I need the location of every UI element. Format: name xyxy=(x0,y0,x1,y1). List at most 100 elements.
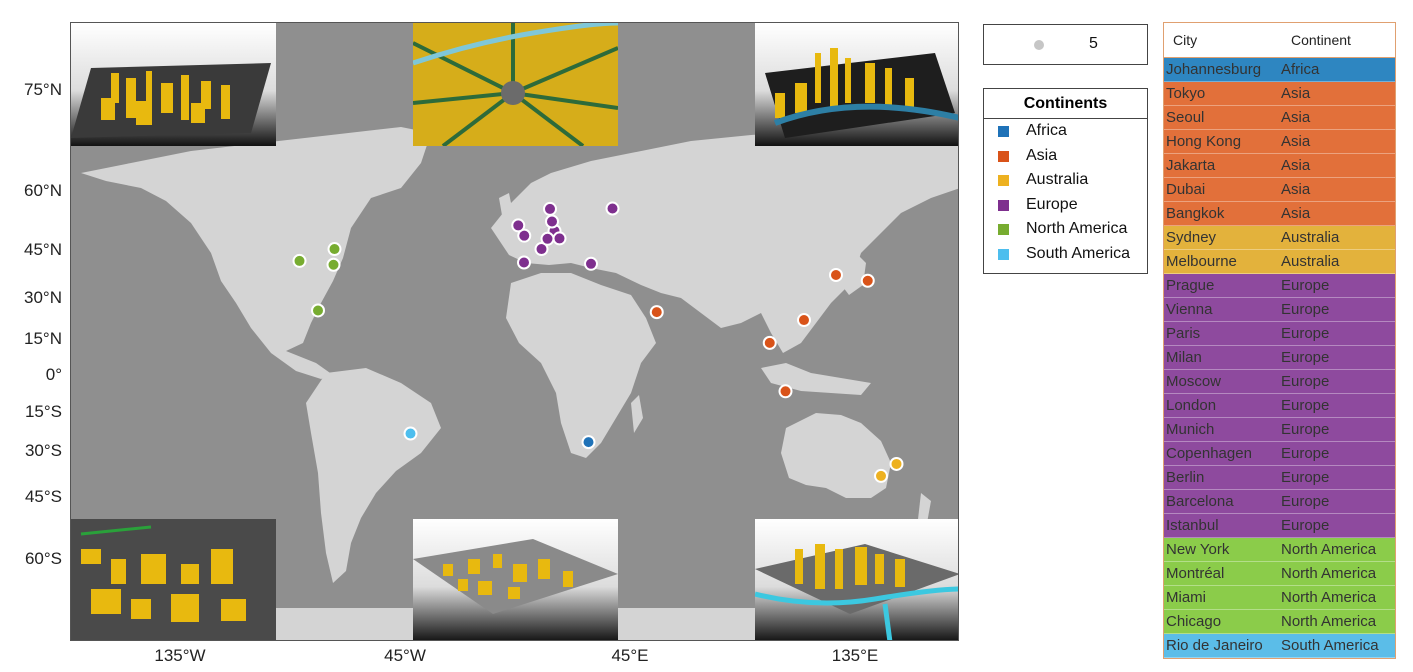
table-row: Prague Europe xyxy=(1164,274,1395,298)
table-row: Chicago North America xyxy=(1164,610,1395,634)
cell-city: Barcelona xyxy=(1166,493,1234,510)
building-render-top-center xyxy=(413,23,618,146)
cell-continent: Europe xyxy=(1281,421,1330,438)
lon-tick-label: 45°W xyxy=(384,646,426,665)
table-row: Bangkok Asia xyxy=(1164,202,1395,226)
lat-tick-label: 15°N xyxy=(24,329,62,348)
legend-label: Europe xyxy=(1026,195,1078,213)
table-row: Vienna Europe xyxy=(1164,298,1395,322)
city-marker xyxy=(829,268,843,282)
cell-continent: Asia xyxy=(1281,157,1311,174)
table-row: Paris Europe xyxy=(1164,322,1395,346)
table-row: London Europe xyxy=(1164,394,1395,418)
cell-continent: Australia xyxy=(1281,253,1340,270)
cell-continent: North America xyxy=(1281,589,1377,606)
table-row: Miami North America xyxy=(1164,586,1395,610)
cell-city: Jakarta xyxy=(1166,157,1216,174)
city-3d-inset-bottom-left xyxy=(71,519,276,640)
cell-city: New York xyxy=(1166,541,1230,558)
cell-city: Johannesburg xyxy=(1166,61,1262,78)
city-continent-table: City Continent Johannesburg Africa Tokyo As… xyxy=(1163,22,1396,659)
building-render-bottom-center xyxy=(413,539,618,614)
cell-continent: North America xyxy=(1281,541,1377,558)
table-row: Munich Europe xyxy=(1164,418,1395,442)
cell-continent: Europe xyxy=(1281,325,1330,342)
header-continent: Continent xyxy=(1291,32,1351,48)
legend-swatch xyxy=(998,199,1009,211)
legend-item: South America xyxy=(984,242,1147,267)
city-marker xyxy=(778,384,793,399)
legend-swatch xyxy=(998,248,1009,260)
size-legend-dot xyxy=(1034,40,1044,50)
marker-size-legend: 5 xyxy=(983,24,1148,65)
city-marker xyxy=(517,255,531,270)
cell-city: Bangkok xyxy=(1166,205,1225,222)
cell-city: Vienna xyxy=(1166,301,1213,318)
city-marker xyxy=(403,426,418,441)
lat-tick-label: 45°S xyxy=(24,487,62,506)
cell-continent: Africa xyxy=(1281,61,1320,78)
lat-tick-label: 0° xyxy=(45,365,62,384)
cell-city: Montréal xyxy=(1166,565,1225,582)
city-marker xyxy=(762,335,777,350)
city-3d-inset-bottom-right xyxy=(755,519,958,640)
legend-item: Australia xyxy=(984,168,1147,193)
lon-tick-label: 135°E xyxy=(831,646,879,665)
city-marker xyxy=(581,435,596,450)
madagascar-landmass xyxy=(631,395,643,433)
table-row: Melbourne Australia xyxy=(1164,250,1395,274)
building-render-top-left xyxy=(71,63,271,138)
table-row: Hong Kong Asia xyxy=(1164,130,1395,154)
north-america-landmass xyxy=(81,127,431,379)
table-row: Dubai Asia xyxy=(1164,178,1395,202)
city-3d-inset-top-right xyxy=(755,23,958,146)
cell-continent: Australia xyxy=(1281,229,1340,246)
legend-label: North America xyxy=(1026,220,1128,238)
cell-continent: Asia xyxy=(1281,205,1311,222)
legend-item: Africa xyxy=(984,119,1147,144)
cell-continent: Europe xyxy=(1281,373,1330,390)
legend-swatch xyxy=(998,224,1009,236)
legend-label: South America xyxy=(1026,244,1131,262)
africa-landmass xyxy=(506,273,656,458)
cell-city: Tokyo xyxy=(1166,85,1206,102)
city-marker xyxy=(797,313,811,328)
legend-swatch xyxy=(998,126,1009,137)
cell-city: Moscow xyxy=(1166,373,1222,390)
table-row: Seoul Asia xyxy=(1164,106,1395,130)
cell-city: Seoul xyxy=(1166,109,1205,126)
table-row: Jakarta Asia xyxy=(1164,154,1395,178)
cell-continent: Europe xyxy=(1281,277,1330,294)
city-marker xyxy=(540,231,555,246)
world-map xyxy=(70,22,959,641)
cell-city: Milan xyxy=(1166,349,1202,366)
size-legend-value: 5 xyxy=(1089,35,1098,52)
australia-landmass xyxy=(781,413,891,498)
lat-tick-label: 60°N xyxy=(24,181,62,200)
table-row: Istanbul Europe xyxy=(1164,514,1395,538)
city-marker xyxy=(292,253,307,268)
table-row: Tokyo Asia xyxy=(1164,82,1395,106)
cell-city: Melbourne xyxy=(1166,253,1237,270)
legend-item: North America xyxy=(984,217,1147,242)
table-row: Rio de Janeiro South America xyxy=(1164,634,1395,658)
city-marker xyxy=(326,257,341,272)
lon-tick-label: 135°W xyxy=(154,646,206,665)
japan-landmass xyxy=(843,253,866,295)
cell-continent: Asia xyxy=(1281,109,1311,126)
legend-title: Continents xyxy=(984,89,1147,119)
southeast-asia-islands xyxy=(761,363,871,395)
building-render-top-right xyxy=(765,48,958,138)
legend-label: Asia xyxy=(1026,146,1058,164)
table-row: Milan Europe xyxy=(1164,346,1395,370)
building-render-bottom-right xyxy=(755,544,958,640)
city-marker xyxy=(605,201,620,216)
cell-city: Hong Kong xyxy=(1166,133,1242,150)
table-row: Sydney Australia xyxy=(1164,226,1395,250)
cell-continent: Europe xyxy=(1281,517,1330,534)
city-3d-inset-bottom-center xyxy=(413,519,618,640)
lat-tick-label: 30°N xyxy=(24,288,62,307)
table-row: Montréal North America xyxy=(1164,562,1395,586)
city-marker xyxy=(889,456,904,471)
table-row: Barcelona Europe xyxy=(1164,490,1395,514)
